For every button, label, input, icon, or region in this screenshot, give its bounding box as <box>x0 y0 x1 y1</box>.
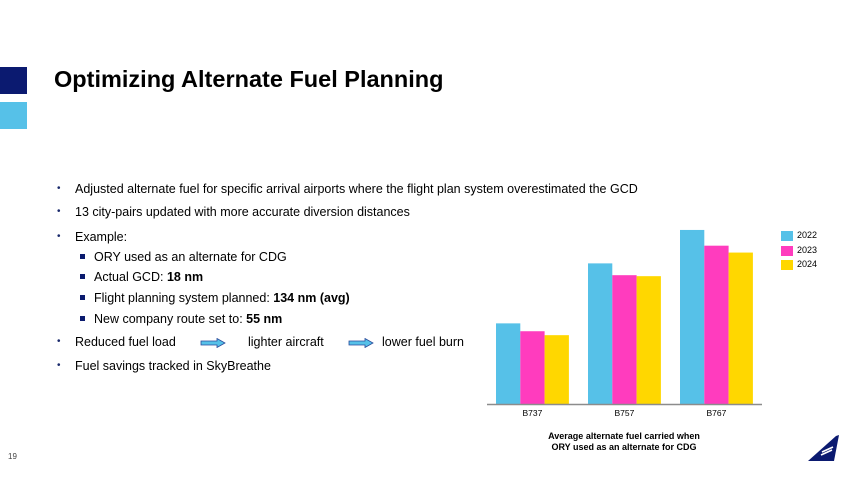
page-number: 19 <box>8 452 17 461</box>
navy-accent-block <box>0 67 27 94</box>
bar-B757-2022 <box>588 263 613 404</box>
x-tick-label: B737 <box>523 408 543 418</box>
lightblue-accent-block <box>0 102 27 129</box>
legend-item: 2022 <box>781 229 817 241</box>
flow-step: lower fuel burn <box>382 335 464 349</box>
flow-step: lighter aircraft <box>248 335 324 349</box>
legend-item: 2024 <box>781 258 817 270</box>
arrow-right-icon <box>348 338 374 348</box>
bar-B767-2023 <box>704 245 729 404</box>
x-tick-label: B757 <box>615 408 635 418</box>
bar-B757-2024 <box>636 276 661 404</box>
slide-title: Optimizing Alternate Fuel Planning <box>54 66 444 92</box>
airline-logo-icon <box>808 435 839 461</box>
bar-B757-2023 <box>612 275 637 404</box>
arrow-right-icon <box>200 338 226 348</box>
bar-B737-2023 <box>520 331 545 404</box>
chart-caption: Average alternate fuel carried when ORY … <box>548 431 700 452</box>
bar-B737-2022 <box>496 323 521 404</box>
x-tick-label: B767 <box>707 408 727 418</box>
bar-B767-2022 <box>680 229 705 404</box>
bar-B767-2024 <box>728 252 753 404</box>
bar-B737-2024 <box>544 335 569 404</box>
legend-item: 2023 <box>781 244 817 256</box>
